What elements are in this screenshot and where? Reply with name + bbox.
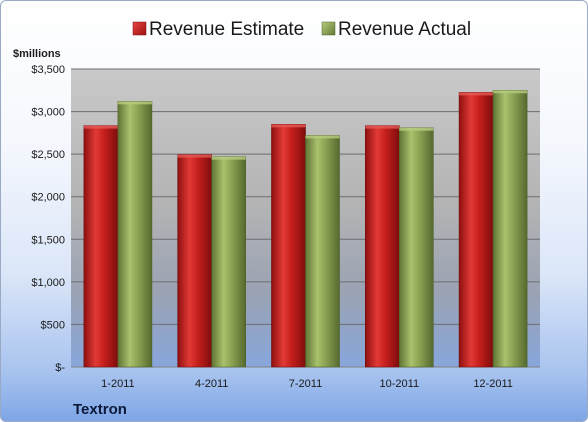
y-axis-label: $millions <box>13 48 61 60</box>
bar-actual-7-2011 <box>305 135 340 368</box>
bar-cap <box>117 101 152 105</box>
legend-label-estimate: Revenue Estimate <box>149 19 304 40</box>
y-tick-labels: $- $500 $1,000 $1,500 $2,000 $2,500 $3,000 $3,5… <box>31 64 65 374</box>
x-tick-label: 4-2011 <box>195 378 228 390</box>
bar-estimate-12-2011 <box>458 92 494 368</box>
x-tick-label: 12-2011 <box>473 378 513 390</box>
bar-actual-12-2011 <box>492 89 528 368</box>
y-tick-label: $2,500 <box>31 149 65 161</box>
legend-swatch-estimate <box>132 21 147 36</box>
y-tick-label: $3,000 <box>31 107 65 119</box>
bar-estimate-7-2011 <box>271 124 306 368</box>
y-tick-label: $- <box>55 362 65 374</box>
bar-cap <box>399 127 434 131</box>
bar-cap <box>177 154 212 158</box>
bar-cap <box>271 124 306 128</box>
bar-estimate-1-2011 <box>83 125 119 368</box>
bar-cap <box>459 92 494 96</box>
bar-actual-4-2011 <box>211 156 246 368</box>
legend-swatch-actual <box>321 21 336 36</box>
y-tick-label: $1,500 <box>31 234 65 246</box>
bar-actual-10-2011 <box>398 127 434 368</box>
y-tick-label: $3,500 <box>31 64 65 76</box>
bar-actual-1-2011 <box>117 101 153 368</box>
y-tick-label: $2,000 <box>31 192 65 204</box>
bar-cap <box>493 90 528 94</box>
y-tick-label: $500 <box>41 319 65 331</box>
company-name: Textron <box>73 401 127 418</box>
bar-cap <box>365 125 400 129</box>
bar-estimate-4-2011 <box>177 154 212 368</box>
x-tick-label: 1-2011 <box>101 378 134 390</box>
legend-label-actual: Revenue Actual <box>338 19 471 40</box>
bar-cap <box>211 156 246 160</box>
bar-estimate-10-2011 <box>364 125 400 368</box>
legend: Revenue Estimate Revenue Actual <box>132 19 471 40</box>
bars <box>83 89 528 368</box>
y-tick-label: $1,000 <box>31 277 65 289</box>
bar-cap <box>83 125 118 129</box>
bar-cap <box>305 135 340 139</box>
x-tick-labels: 1-2011 4-2011 7-2011 10-2011 12-2011 <box>101 378 513 390</box>
x-tick-label: 10-2011 <box>380 378 420 390</box>
x-tick-label: 7-2011 <box>289 378 322 390</box>
